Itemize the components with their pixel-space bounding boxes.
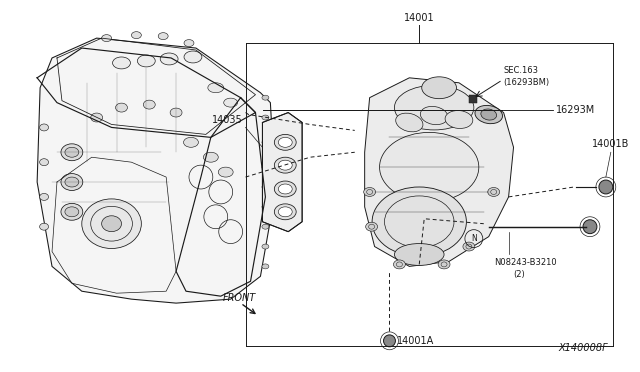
Polygon shape xyxy=(262,113,302,232)
Ellipse shape xyxy=(160,53,178,65)
Text: 14001: 14001 xyxy=(404,13,435,23)
Ellipse shape xyxy=(40,124,49,131)
Ellipse shape xyxy=(61,144,83,161)
Ellipse shape xyxy=(91,113,102,122)
Ellipse shape xyxy=(275,134,296,150)
Ellipse shape xyxy=(394,85,474,130)
Ellipse shape xyxy=(224,98,237,107)
Ellipse shape xyxy=(394,260,405,269)
Ellipse shape xyxy=(365,222,378,231)
Ellipse shape xyxy=(262,224,269,229)
Ellipse shape xyxy=(82,199,141,248)
Ellipse shape xyxy=(65,147,79,157)
Text: N08243-B3210: N08243-B3210 xyxy=(493,259,556,267)
Ellipse shape xyxy=(102,216,122,232)
Ellipse shape xyxy=(278,160,292,170)
Ellipse shape xyxy=(275,157,296,173)
Ellipse shape xyxy=(143,100,156,109)
Ellipse shape xyxy=(102,35,111,42)
Ellipse shape xyxy=(383,335,396,347)
Text: SEC.163: SEC.163 xyxy=(504,66,539,75)
Ellipse shape xyxy=(262,264,269,269)
Text: 16293M: 16293M xyxy=(556,105,595,115)
Ellipse shape xyxy=(275,181,296,197)
Ellipse shape xyxy=(262,140,269,145)
Ellipse shape xyxy=(262,95,269,100)
Ellipse shape xyxy=(445,110,473,128)
Ellipse shape xyxy=(158,33,168,39)
Ellipse shape xyxy=(262,185,269,189)
Ellipse shape xyxy=(218,167,233,177)
Ellipse shape xyxy=(184,137,198,147)
Ellipse shape xyxy=(481,109,497,120)
Ellipse shape xyxy=(116,103,127,112)
Ellipse shape xyxy=(204,152,218,162)
Ellipse shape xyxy=(475,105,502,124)
Ellipse shape xyxy=(583,220,597,234)
Ellipse shape xyxy=(170,108,182,117)
Ellipse shape xyxy=(131,32,141,39)
Ellipse shape xyxy=(278,207,292,217)
Ellipse shape xyxy=(65,177,79,187)
Ellipse shape xyxy=(40,193,49,201)
Ellipse shape xyxy=(40,223,49,230)
Ellipse shape xyxy=(61,174,83,190)
Ellipse shape xyxy=(61,203,83,220)
Text: 14001A: 14001A xyxy=(397,336,435,346)
Ellipse shape xyxy=(278,184,292,194)
Text: 14035: 14035 xyxy=(212,115,243,125)
Ellipse shape xyxy=(262,115,269,120)
Ellipse shape xyxy=(394,244,444,265)
Bar xyxy=(469,95,477,103)
Ellipse shape xyxy=(184,39,194,46)
Ellipse shape xyxy=(438,260,450,269)
Ellipse shape xyxy=(380,132,479,202)
Ellipse shape xyxy=(488,187,500,196)
Polygon shape xyxy=(365,78,513,266)
Ellipse shape xyxy=(262,204,269,209)
Text: FRONT: FRONT xyxy=(223,293,256,303)
Ellipse shape xyxy=(65,207,79,217)
Ellipse shape xyxy=(275,204,296,220)
Ellipse shape xyxy=(420,106,448,125)
Polygon shape xyxy=(37,38,275,303)
Text: (16293BM): (16293BM) xyxy=(504,78,550,87)
Ellipse shape xyxy=(262,165,269,170)
Ellipse shape xyxy=(372,187,467,256)
Text: (2): (2) xyxy=(513,270,525,279)
Text: 14001B: 14001B xyxy=(592,139,630,149)
Ellipse shape xyxy=(364,187,376,196)
Ellipse shape xyxy=(262,244,269,249)
Text: N: N xyxy=(471,234,477,243)
Ellipse shape xyxy=(599,180,612,194)
Ellipse shape xyxy=(113,57,131,69)
Ellipse shape xyxy=(278,137,292,147)
Text: X140008F: X140008F xyxy=(558,343,608,353)
Ellipse shape xyxy=(396,113,423,132)
Ellipse shape xyxy=(422,77,456,99)
Ellipse shape xyxy=(463,242,475,251)
Ellipse shape xyxy=(138,55,156,67)
Ellipse shape xyxy=(40,159,49,166)
Ellipse shape xyxy=(208,83,224,93)
Ellipse shape xyxy=(184,51,202,63)
